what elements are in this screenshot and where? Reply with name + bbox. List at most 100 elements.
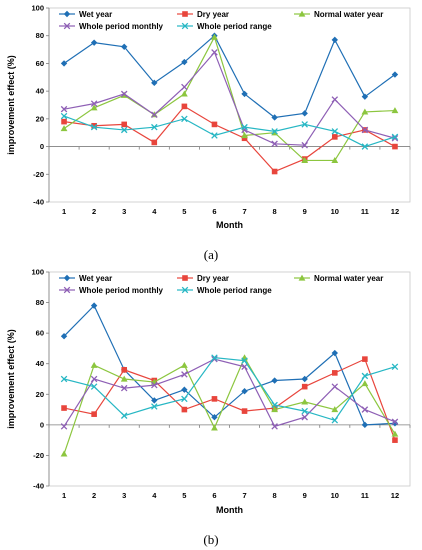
- y-tick-label: 80: [36, 298, 44, 307]
- x-tick-label: 7: [242, 207, 246, 216]
- legend-label: Wet year: [79, 10, 112, 19]
- data-point: [181, 395, 188, 403]
- legend-item: Wet year: [59, 274, 112, 283]
- data-point: [301, 141, 308, 149]
- data-point: [181, 83, 188, 91]
- data-point: [121, 367, 128, 373]
- y-tick-label: 20: [36, 114, 44, 123]
- legend-item: Normal water year: [294, 274, 383, 283]
- data-point: [90, 123, 98, 131]
- y-tick-label: 40: [36, 359, 44, 368]
- data-point: [60, 333, 68, 340]
- data-point: [241, 90, 248, 98]
- data-point: [211, 121, 218, 128]
- data-point: [151, 79, 158, 87]
- data-point: [331, 406, 339, 413]
- data-point: [180, 361, 188, 368]
- x-tick-label: 9: [303, 207, 307, 216]
- data-point: [391, 418, 399, 426]
- data-point: [241, 408, 248, 414]
- data-point: [241, 388, 248, 395]
- data-point: [392, 437, 398, 443]
- y-axis-title: improvement effect (%): [6, 55, 16, 155]
- legend-label: Dry year: [197, 10, 229, 19]
- legend-label: Normal water year: [314, 10, 383, 19]
- legend-marker: [63, 22, 71, 30]
- legend: Wet year Dry year Normal water year Whole p…: [59, 10, 383, 31]
- data-point: [151, 111, 158, 118]
- data-point: [60, 423, 68, 430]
- y-tick-label: 60: [36, 59, 44, 68]
- data-point: [331, 128, 339, 135]
- data-point: [181, 371, 188, 378]
- legend-item: Normal water year: [294, 10, 383, 19]
- data-point: [331, 134, 338, 140]
- data-point: [90, 383, 98, 390]
- legend-label: Dry year: [197, 274, 229, 283]
- data-point: [271, 140, 278, 148]
- data-point: [331, 383, 339, 390]
- data-point: [121, 43, 128, 50]
- legend-marker: [63, 10, 71, 18]
- plot-area: [48, 271, 411, 487]
- x-tick-label: 5: [182, 491, 186, 500]
- data-point: [331, 370, 338, 376]
- data-point: [151, 381, 158, 389]
- series-1: [60, 302, 399, 429]
- legend-item: Whole period range: [177, 22, 272, 31]
- series-line: [63, 35, 395, 162]
- y-tick-label: -40: [33, 198, 44, 207]
- data-point: [391, 430, 399, 437]
- data-point: [211, 49, 218, 56]
- x-tick-label: 12: [391, 207, 399, 216]
- y-tick-label: 40: [36, 87, 44, 96]
- legend-marker: [298, 10, 306, 17]
- y-tick-label: 100: [31, 4, 44, 13]
- y-tick-label: -20: [33, 170, 44, 179]
- series-4: [60, 49, 399, 149]
- data-point: [241, 123, 248, 131]
- data-point: [91, 122, 97, 129]
- legend-label: Normal water year: [314, 274, 383, 283]
- data-point: [90, 39, 98, 46]
- data-point: [181, 103, 188, 110]
- data-point: [361, 380, 369, 387]
- x-tick-label: 8: [273, 491, 277, 500]
- data-point: [211, 424, 218, 431]
- legend-item: Wet year: [59, 10, 112, 19]
- x-tick-label: 10: [331, 491, 339, 500]
- data-point: [120, 375, 128, 382]
- data-point: [61, 405, 67, 411]
- data-point: [151, 139, 158, 146]
- data-point: [120, 90, 128, 98]
- series-line: [63, 115, 396, 148]
- data-point: [331, 36, 338, 44]
- data-point: [241, 357, 248, 364]
- legend-marker: [182, 275, 188, 281]
- data-point: [120, 126, 128, 134]
- x-tick-label: 6: [212, 491, 216, 500]
- data-point: [241, 132, 248, 139]
- legend-label: Whole period range: [197, 22, 272, 31]
- x-tick-label: 11: [361, 491, 369, 500]
- series-line: [63, 358, 396, 441]
- x-tick-label: 4: [152, 207, 157, 216]
- data-point: [91, 411, 97, 417]
- data-point: [60, 112, 68, 120]
- y-tick-label: 100: [31, 268, 44, 277]
- series-5: [60, 112, 399, 150]
- x-axis-title: Month: [216, 505, 243, 515]
- x-tick-label: 5: [182, 207, 186, 216]
- data-point: [391, 107, 399, 114]
- data-point: [361, 406, 369, 413]
- series-1: [60, 32, 399, 121]
- y-tick-label: 60: [36, 329, 44, 338]
- series-line: [63, 356, 396, 421]
- data-point: [271, 401, 278, 409]
- data-point: [90, 100, 98, 107]
- data-point: [271, 168, 278, 175]
- data-point: [241, 135, 248, 142]
- legend-marker: [298, 274, 306, 281]
